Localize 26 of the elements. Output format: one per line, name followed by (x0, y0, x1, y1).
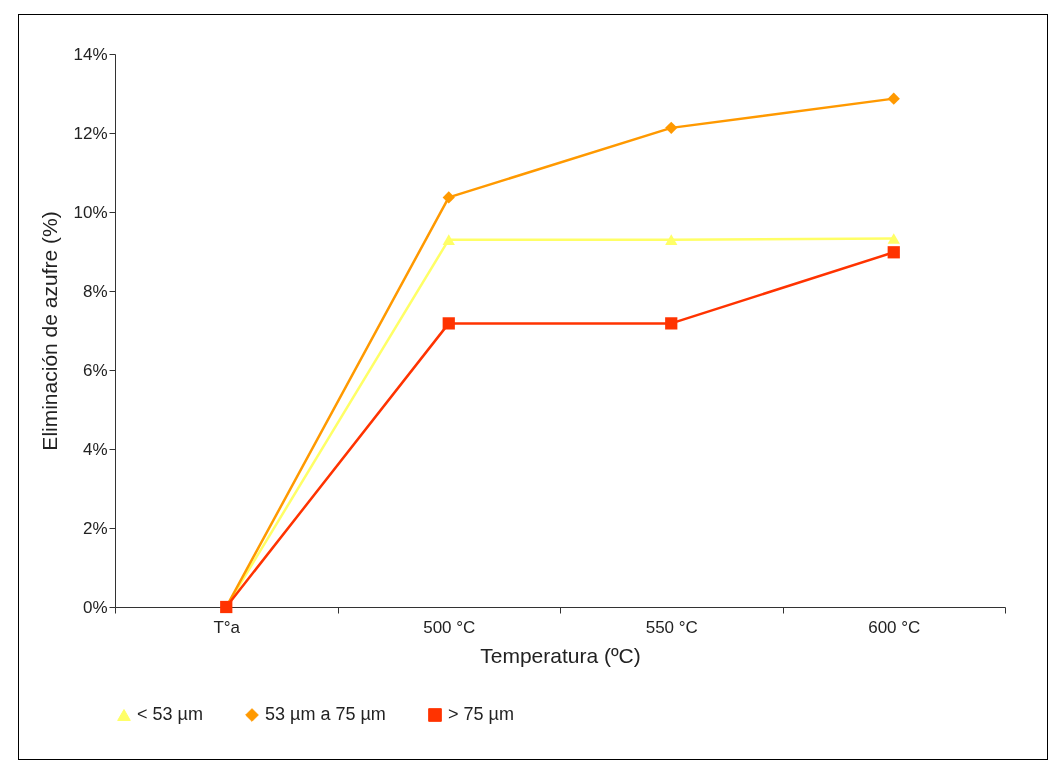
point (887, 233, 900, 244)
y-tick-label: 14% (73, 44, 108, 64)
x-tick-label: 500 °C (423, 617, 476, 637)
point (665, 234, 678, 245)
point (887, 92, 900, 105)
y-tick-label: 0% (82, 597, 108, 617)
x-axis-title: Temperatura (ºC) (480, 643, 641, 667)
point (442, 191, 455, 204)
x-tick-label: T°a (213, 617, 241, 637)
point (442, 234, 455, 245)
y-tick-label: 8% (82, 281, 108, 301)
x-tick-label: 550 °C (645, 617, 698, 637)
legend-label: 53 µm a 75 µm (265, 704, 386, 724)
y-axis-title: Eliminación de azufre (%) (38, 211, 62, 451)
point (665, 121, 678, 134)
y-tick-label: 4% (82, 439, 108, 459)
y-tick-label: 6% (82, 360, 108, 380)
y-tick-label: 12% (73, 123, 108, 143)
point (665, 317, 678, 330)
legend-label: < 53 µm (137, 704, 203, 724)
point (442, 317, 455, 330)
y-tick-label: 2% (82, 518, 108, 538)
y-tick-label: 10% (73, 202, 108, 222)
point (887, 246, 900, 259)
x-tick-label: 600 °C (868, 617, 921, 637)
legend-label: > 75 µm (448, 704, 514, 724)
